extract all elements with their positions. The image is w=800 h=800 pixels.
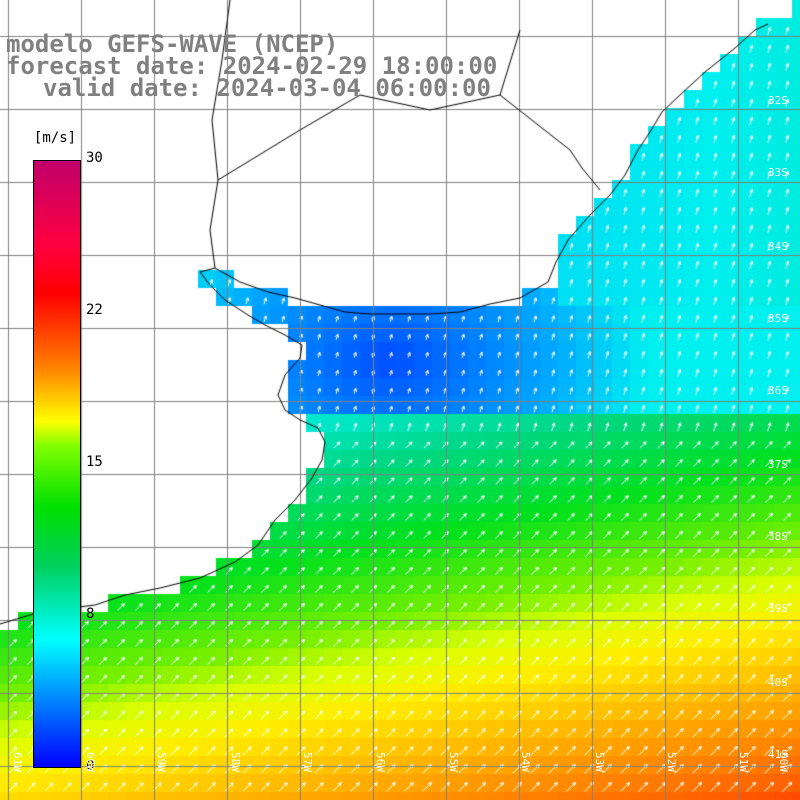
lon-label: 52W [665,752,678,772]
lat-label: 33S [768,166,788,179]
lon-label: 53W [593,752,606,772]
colorbar-unit: [m/s] [33,130,77,146]
lon-label: 55W [447,752,460,772]
colorbar-tick: 15 [86,454,103,470]
lat-label: 35S [768,312,788,325]
lon-label: 50W [777,752,790,772]
lon-label: 61W [11,752,24,772]
lat-label: 34S [768,240,788,253]
lon-label: 51W [737,752,750,772]
colorbar [33,160,81,768]
colorbar-tick: 30 [86,150,103,166]
lon-label: 59W [155,752,168,772]
forecast-date: forecast date: 2024-02-29 18:00:00 [6,52,498,80]
lat-label: 32S [768,94,788,107]
lat-label: 41S [768,748,788,761]
lat-label: 37S [768,458,788,471]
colorbar-tick: 0 [86,758,95,774]
lat-label: 36S [768,384,788,397]
lat-label: 39S [768,602,788,615]
lon-label: 60W [84,752,97,772]
lon-label: 57W [301,752,314,772]
lon-label: 56W [374,752,387,772]
lat-label: 38S [768,530,788,543]
colorbar-tick: 8 [86,606,95,622]
colorbar-tick: 22 [86,302,103,318]
lon-label: 58W [229,752,242,772]
lon-label: 54W [519,752,532,772]
lat-label: 40S [768,676,788,689]
map-title: modelo GEFS-WAVE (NCEP) [6,30,339,58]
valid-date: valid date: 2024-03-04 06:00:00 [43,74,491,102]
